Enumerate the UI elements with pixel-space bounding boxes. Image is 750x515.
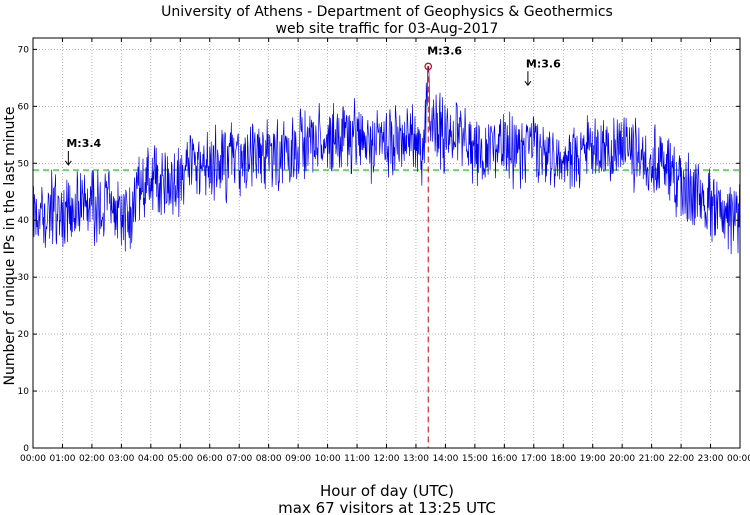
x-tick-label: 07:00 [226, 454, 252, 464]
series-line [32, 66, 741, 255]
x-tick-label: 20:00 [609, 454, 635, 464]
x-tick-label: 03:00 [108, 454, 134, 464]
x-tick-label: 23:00 [698, 454, 724, 464]
max-point-marker [424, 62, 433, 71]
y-axis-label: Number of unique IPs in the last minute [2, 107, 18, 386]
x-tick-label: 00:00 [20, 454, 46, 464]
x-axis-label: Hour of day (UTC) [320, 482, 454, 500]
x-tick-label: 13:00 [403, 454, 429, 464]
annotation-label: M:3.6 [427, 44, 462, 57]
y-tick-label: 40 [18, 216, 30, 226]
x-tick-label: 11:00 [344, 454, 370, 464]
max-marker-group [424, 62, 433, 448]
x-tick-label: 06:00 [197, 454, 223, 464]
annotations-group: M:3.4 M:3.6 M:3.6 [64, 44, 561, 166]
annotation-label: M:3.6 [526, 57, 561, 70]
ticks-group: 00:00 01:00 02:00 03:00 04:00 05:00 06:00 07:00… [18, 38, 750, 464]
x-tick-label: 08:00 [256, 454, 282, 464]
x-tick-label: 16:00 [491, 454, 517, 464]
annotation-arrow-head [524, 80, 532, 87]
y-tick-label: 50 [18, 159, 30, 169]
y-tick-label: 10 [18, 387, 30, 397]
x-tick-label: 01:00 [49, 454, 75, 464]
x-tick-label: 21:00 [639, 454, 665, 464]
x-tick-label: 18:00 [550, 454, 576, 464]
x-tick-label: 02:00 [79, 454, 105, 464]
y-tick-label: 30 [18, 273, 30, 283]
annotation-label: M:3.4 [66, 137, 101, 150]
grid [32, 38, 741, 449]
annotation-arrow-head [64, 160, 72, 166]
x-tick-label: 14:00 [432, 454, 458, 464]
y-tick-label: 70 [18, 45, 30, 55]
series-group [32, 66, 741, 255]
x-tick-label: 22:00 [668, 454, 694, 464]
x-tick-label: 19:00 [580, 454, 606, 464]
y-tick-label: 0 [23, 444, 29, 454]
x-tick-label: 05:00 [167, 454, 193, 464]
x-tick-label: 00:00 [727, 454, 750, 464]
x-tick-label: 04:00 [138, 454, 164, 464]
x-tick-label: 15:00 [462, 454, 488, 464]
chart-title: University of Athens - Department of Geo… [161, 4, 613, 20]
x-tick-label: 12:00 [374, 454, 400, 464]
x-axis-sublabel: max 67 visitors at 13:25 UTC [278, 499, 496, 515]
x-tick-label: 10:00 [315, 454, 341, 464]
x-tick-label: 17:00 [521, 454, 547, 464]
y-tick-label: 20 [18, 330, 30, 340]
chart-subtitle: web site traffic for 03-Aug-2017 [276, 21, 499, 37]
y-tick-label: 60 [18, 102, 30, 112]
plot-frame [32, 37, 741, 449]
x-tick-label: 09:00 [285, 454, 311, 464]
